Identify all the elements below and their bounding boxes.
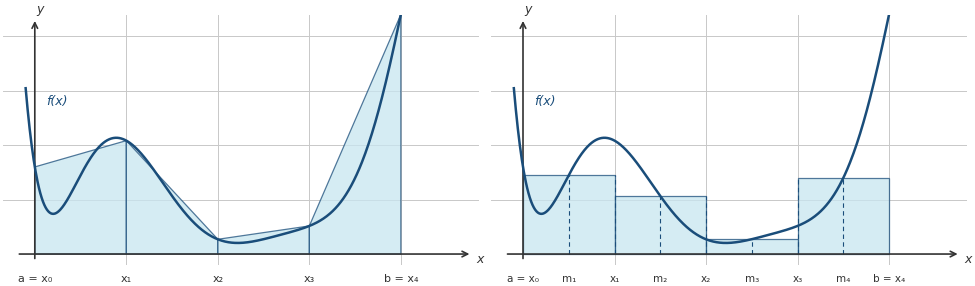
Text: x₂: x₂ bbox=[213, 274, 223, 284]
Text: x: x bbox=[476, 253, 484, 266]
Text: f(x): f(x) bbox=[534, 95, 556, 108]
Text: x₁: x₁ bbox=[121, 274, 132, 284]
Polygon shape bbox=[309, 15, 401, 254]
Text: x₁: x₁ bbox=[609, 274, 620, 284]
Text: y: y bbox=[37, 3, 44, 16]
Text: x₂: x₂ bbox=[701, 274, 711, 284]
Bar bbox=[706, 239, 798, 254]
Text: a = x₀: a = x₀ bbox=[507, 274, 539, 284]
Bar bbox=[523, 175, 614, 254]
Text: m₁: m₁ bbox=[562, 274, 576, 284]
Text: f(x): f(x) bbox=[46, 95, 67, 108]
Bar bbox=[614, 196, 706, 254]
Bar bbox=[798, 178, 889, 254]
Polygon shape bbox=[35, 141, 127, 254]
Text: x₃: x₃ bbox=[793, 274, 802, 284]
Text: b = x₄: b = x₄ bbox=[873, 274, 905, 284]
Text: m₄: m₄ bbox=[837, 274, 850, 284]
Text: b = x₄: b = x₄ bbox=[383, 274, 418, 284]
Text: a = x₀: a = x₀ bbox=[18, 274, 52, 284]
Text: x₃: x₃ bbox=[304, 274, 315, 284]
Text: m₃: m₃ bbox=[745, 274, 759, 284]
Text: m₂: m₂ bbox=[653, 274, 668, 284]
Text: x: x bbox=[964, 253, 971, 266]
Polygon shape bbox=[127, 141, 217, 254]
Text: y: y bbox=[525, 3, 532, 16]
Polygon shape bbox=[217, 226, 309, 254]
